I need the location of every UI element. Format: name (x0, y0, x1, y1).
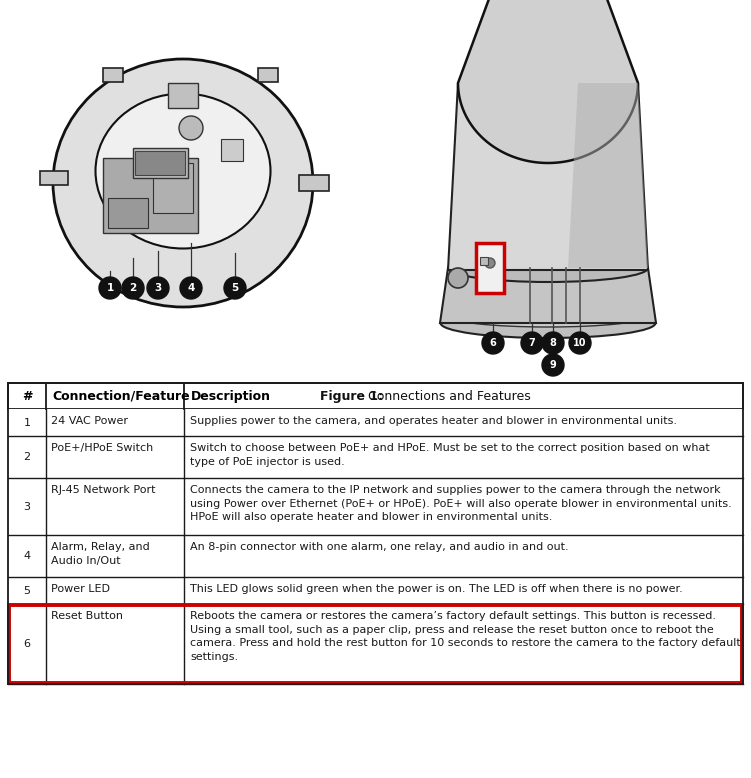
Text: 7: 7 (529, 338, 535, 348)
Text: Switch to choose between PoE+ and HPoE. Must be set to the correct position base: Switch to choose between PoE+ and HPoE. … (191, 443, 710, 467)
Text: 1: 1 (107, 283, 113, 293)
Bar (153, 163, 193, 213)
Ellipse shape (53, 59, 313, 307)
Bar (168, 83, 198, 108)
Bar (8, 478, 743, 535)
Ellipse shape (448, 254, 648, 282)
Text: Description: Description (191, 390, 270, 402)
Bar (258, 68, 278, 82)
Ellipse shape (95, 93, 270, 248)
Text: Reset Button: Reset Button (51, 611, 123, 621)
Bar (8, 577, 743, 604)
Circle shape (521, 332, 543, 354)
Text: 2: 2 (23, 452, 31, 462)
Text: An 8-pin connector with one alarm, one relay, and audio in and out.: An 8-pin connector with one alarm, one r… (191, 542, 569, 552)
Text: Connections and Features: Connections and Features (364, 390, 531, 402)
Bar (9, 605, 742, 683)
Circle shape (99, 277, 121, 299)
Text: 8: 8 (550, 338, 556, 348)
Text: PoE+/HPoE Switch: PoE+/HPoE Switch (51, 443, 153, 453)
Bar (108, 198, 148, 228)
Bar (8, 436, 743, 478)
Bar (8, 383, 743, 409)
Text: Connects the camera to the IP network and supplies power to the camera through t: Connects the camera to the IP network an… (191, 485, 732, 522)
Text: 5: 5 (23, 586, 31, 595)
Text: Figure 1:: Figure 1: (320, 390, 383, 402)
Text: Reboots the camera or restores the camera’s factory default settings. This butto: Reboots the camera or restores the camer… (191, 611, 741, 662)
Circle shape (542, 332, 564, 354)
Text: #: # (22, 390, 32, 402)
Polygon shape (458, 0, 638, 163)
Text: This LED glows solid green when the power is on. The LED is off when there is no: This LED glows solid green when the powe… (191, 584, 683, 594)
Text: 5: 5 (231, 283, 239, 293)
Text: 4: 4 (23, 551, 31, 561)
Text: 10: 10 (573, 338, 587, 348)
Text: 6: 6 (490, 338, 496, 348)
Polygon shape (440, 268, 656, 323)
Bar (480, 257, 488, 265)
Circle shape (179, 116, 203, 140)
Text: Alarm, Relay, and
Audio In/Out: Alarm, Relay, and Audio In/Out (51, 542, 150, 566)
Polygon shape (568, 83, 648, 268)
Bar (8, 383, 743, 684)
Bar (476, 243, 504, 293)
Circle shape (147, 277, 169, 299)
Bar (8, 604, 743, 684)
Bar (40, 171, 68, 185)
Text: 3: 3 (155, 283, 161, 293)
Bar (103, 158, 198, 233)
Text: 3: 3 (23, 502, 31, 511)
Circle shape (122, 277, 144, 299)
Polygon shape (448, 83, 648, 270)
Ellipse shape (441, 308, 656, 338)
Text: 1: 1 (23, 418, 31, 427)
Text: RJ-45 Network Port: RJ-45 Network Port (51, 485, 155, 495)
Circle shape (542, 354, 564, 376)
Circle shape (569, 332, 591, 354)
Circle shape (224, 277, 246, 299)
Circle shape (482, 332, 504, 354)
Bar (103, 68, 123, 82)
Bar (221, 139, 243, 161)
Text: 4: 4 (187, 283, 195, 293)
Bar (299, 175, 329, 191)
Text: Power LED: Power LED (51, 584, 110, 594)
Circle shape (180, 277, 202, 299)
Ellipse shape (448, 305, 648, 327)
Circle shape (448, 268, 468, 288)
Bar (8, 535, 743, 577)
Circle shape (485, 258, 495, 268)
Text: 2: 2 (129, 283, 137, 293)
Text: 24 VAC Power: 24 VAC Power (51, 416, 128, 426)
Text: 6: 6 (23, 639, 31, 649)
Text: 9: 9 (550, 360, 556, 370)
Text: Supplies power to the camera, and operates heater and blower in environmental un: Supplies power to the camera, and operat… (191, 416, 677, 426)
Bar (135, 151, 185, 175)
Bar (8, 409, 743, 436)
Bar (133, 148, 188, 178)
Text: Connection/Feature: Connection/Feature (53, 390, 190, 402)
